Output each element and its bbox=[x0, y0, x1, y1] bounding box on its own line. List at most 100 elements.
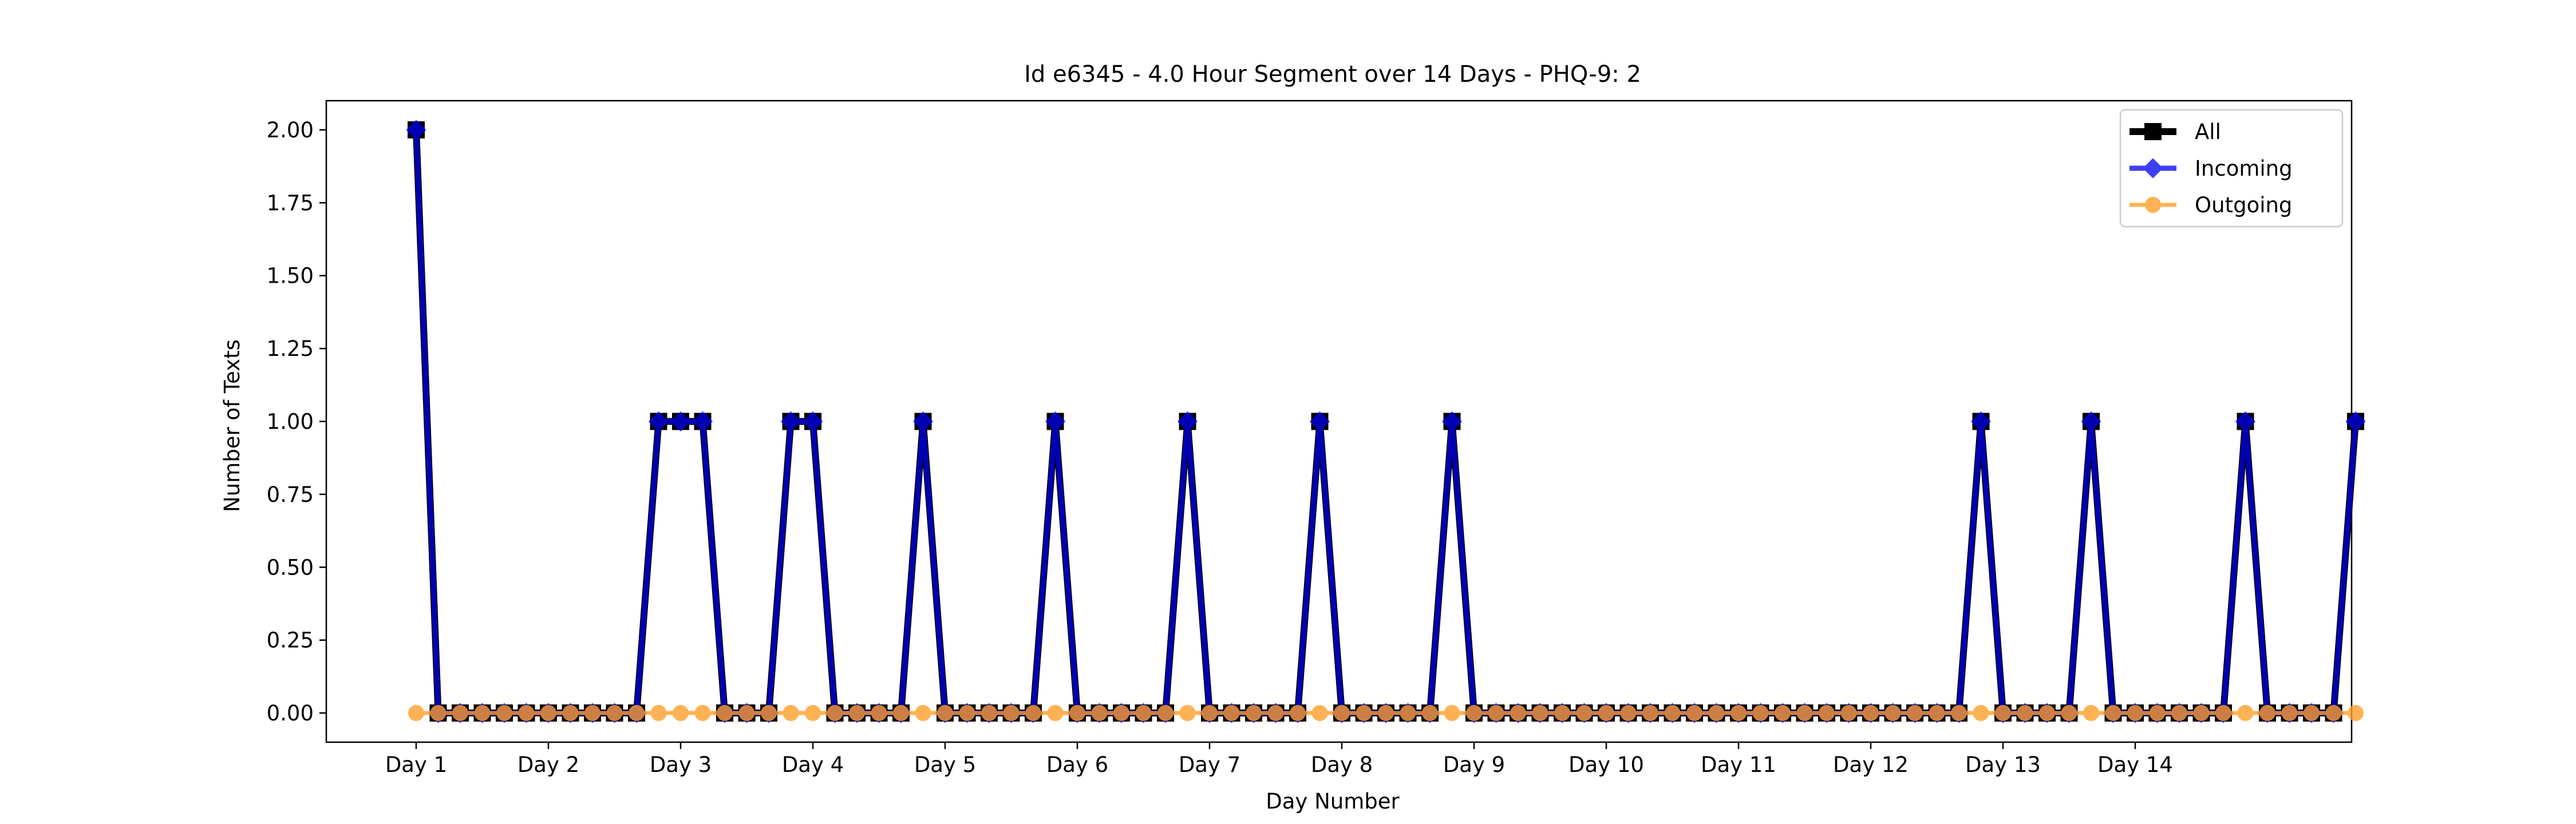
data-point-outgoing bbox=[893, 705, 909, 722]
data-point-outgoing bbox=[1664, 705, 1681, 722]
data-point-outgoing bbox=[1775, 705, 1791, 722]
legend-label-incoming: Incoming bbox=[2195, 156, 2293, 181]
data-point-outgoing bbox=[1047, 705, 1064, 722]
data-point-outgoing bbox=[452, 705, 468, 722]
data-point-outgoing bbox=[2083, 705, 2099, 722]
data-point-outgoing bbox=[1422, 705, 1438, 722]
data-point-outgoing bbox=[1025, 705, 1041, 722]
data-point-outgoing bbox=[1576, 705, 1593, 722]
data-point-outgoing bbox=[2149, 705, 2166, 722]
data-point-outgoing bbox=[540, 705, 556, 722]
y-tick-label: 1.75 bbox=[267, 191, 314, 215]
data-point-incoming bbox=[1441, 411, 1463, 432]
data-point-outgoing bbox=[629, 705, 645, 722]
data-point-incoming bbox=[648, 411, 669, 432]
data-point-outgoing bbox=[1730, 705, 1747, 722]
data-point-incoming bbox=[1309, 411, 1330, 432]
data-point-outgoing bbox=[408, 705, 424, 722]
data-point-incoming bbox=[2235, 411, 2256, 432]
data-point-outgoing bbox=[1311, 705, 1328, 722]
data-point-incoming bbox=[2345, 411, 2366, 432]
series-outgoing bbox=[408, 705, 2364, 722]
data-point-outgoing bbox=[584, 705, 600, 722]
y-tick-label: 1.25 bbox=[267, 336, 314, 361]
data-point-outgoing bbox=[1554, 705, 1570, 722]
data-point-incoming bbox=[1970, 411, 1992, 432]
data-point-outgoing bbox=[1532, 705, 1548, 722]
x-tick-label: Day 8 bbox=[1311, 752, 1373, 777]
data-point-outgoing bbox=[2215, 705, 2231, 722]
y-tick-label: 0.75 bbox=[267, 482, 314, 507]
legend-frame bbox=[2119, 109, 2344, 228]
data-point-outgoing bbox=[496, 705, 512, 722]
x-tick-label: Day 4 bbox=[782, 752, 844, 777]
data-point-incoming bbox=[1045, 411, 1066, 432]
data-point-outgoing bbox=[1003, 705, 1020, 722]
data-point-outgoing bbox=[1267, 705, 1284, 722]
data-point-outgoing bbox=[1356, 705, 1372, 722]
data-point-outgoing bbox=[1223, 705, 1240, 722]
data-point-outgoing bbox=[1488, 705, 1504, 722]
data-point-outgoing bbox=[2017, 705, 2033, 722]
data-point-outgoing bbox=[738, 705, 755, 722]
x-tick-label: Day 12 bbox=[1833, 752, 1909, 777]
data-point-outgoing bbox=[1819, 705, 1835, 722]
x-tick-label: Day 2 bbox=[517, 752, 579, 777]
data-point-incoming bbox=[692, 411, 713, 432]
x-tick-label: Day 14 bbox=[2097, 752, 2173, 777]
data-point-outgoing bbox=[1995, 705, 2011, 722]
data-point-outgoing bbox=[2171, 705, 2187, 722]
data-point-outgoing bbox=[1135, 705, 1152, 722]
data-point-outgoing bbox=[915, 705, 931, 722]
data-point-outgoing bbox=[937, 705, 953, 722]
data-point-outgoing bbox=[2039, 705, 2055, 722]
data-point-outgoing bbox=[1708, 705, 1725, 722]
data-point-outgoing bbox=[1863, 705, 1879, 722]
data-point-incoming bbox=[670, 411, 691, 432]
data-point-incoming bbox=[803, 411, 823, 432]
series-incoming bbox=[406, 120, 2366, 723]
data-point-outgoing bbox=[1510, 705, 1526, 722]
data-point-outgoing bbox=[1246, 705, 1262, 722]
data-point-incoming bbox=[2081, 411, 2101, 432]
data-point-outgoing bbox=[650, 705, 667, 722]
data-point-outgoing bbox=[1157, 705, 1174, 722]
data-point-outgoing bbox=[1620, 705, 1637, 722]
legend-entry-all: All bbox=[2129, 120, 2221, 144]
y-tick-label: 2.00 bbox=[267, 118, 314, 142]
data-point-outgoing bbox=[1796, 705, 1813, 722]
legend-marker-all bbox=[2144, 123, 2162, 140]
data-point-outgoing bbox=[827, 705, 843, 722]
data-point-outgoing bbox=[1686, 705, 1702, 722]
legend-marker-outgoing bbox=[2145, 197, 2161, 213]
data-point-outgoing bbox=[1752, 705, 1769, 722]
legend-label-outgoing: Outgoing bbox=[2195, 193, 2292, 217]
x-tick-label: Day 6 bbox=[1046, 752, 1108, 777]
data-point-outgoing bbox=[2237, 705, 2254, 722]
x-tick-label: Day 10 bbox=[1568, 752, 1644, 777]
x-tick-label: Day 11 bbox=[1701, 752, 1776, 777]
data-point-outgoing bbox=[474, 705, 491, 722]
data-point-outgoing bbox=[1091, 705, 1108, 722]
data-point-outgoing bbox=[1840, 705, 1857, 722]
x-tick-label: Day 13 bbox=[1965, 752, 2041, 777]
y-tick-label: 1.50 bbox=[267, 264, 314, 288]
data-point-outgoing bbox=[2061, 705, 2077, 722]
data-point-outgoing bbox=[783, 705, 799, 722]
data-point-outgoing bbox=[761, 705, 777, 722]
data-point-outgoing bbox=[1466, 705, 1482, 722]
data-point-outgoing bbox=[871, 705, 887, 722]
data-point-outgoing bbox=[2325, 705, 2342, 722]
data-point-outgoing bbox=[1400, 705, 1416, 722]
x-tick-label: Day 1 bbox=[385, 752, 447, 777]
legend: All Incoming Outgoing bbox=[2119, 109, 2344, 228]
data-point-outgoing bbox=[1290, 705, 1306, 722]
data-point-outgoing bbox=[1884, 705, 1901, 722]
data-point-outgoing bbox=[1598, 705, 1614, 722]
data-point-outgoing bbox=[1642, 705, 1658, 722]
data-point-outgoing bbox=[1907, 705, 1923, 722]
legend-label-all: All bbox=[2195, 120, 2221, 144]
axes: 0.00 0.25 0.50 0.75 1.00 1.25 1.50 1.75 2.00 Day … bbox=[267, 100, 2353, 777]
